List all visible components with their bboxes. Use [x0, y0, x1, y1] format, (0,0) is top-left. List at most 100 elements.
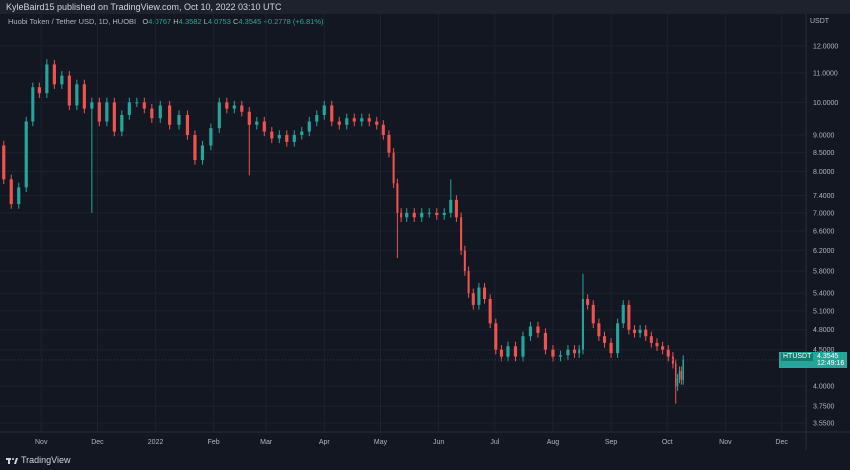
candle-body [400, 212, 403, 218]
candle-body [528, 326, 533, 337]
candle-body [666, 349, 670, 357]
time-tick-label: Apr [319, 439, 331, 446]
time-tick-label: Mar [260, 439, 273, 446]
candle-body [513, 346, 518, 357]
time-tick-label: Sep [605, 439, 618, 446]
candle-body [521, 336, 525, 357]
close-value: 4.3545 [238, 17, 262, 26]
footer-brand[interactable]: TradingView [6, 455, 71, 465]
price-tick-label: 10.0000 [813, 100, 838, 107]
price-tick-label: 4.5000 [813, 347, 835, 354]
candle-body [482, 287, 487, 300]
candle-body [420, 212, 424, 218]
candle-body [127, 102, 131, 115]
price-tick-label: 5.4000 [813, 291, 835, 298]
last-price-symbol: HTUSDT [781, 353, 814, 361]
price-tick-label: 6.6000 [813, 229, 835, 236]
candle-body [536, 326, 540, 333]
close-label: C [232, 17, 239, 26]
candle-body [367, 118, 371, 122]
candle-body [24, 121, 28, 188]
candle-body [412, 212, 416, 218]
price-tick-label: 7.4000 [813, 193, 835, 200]
candle-body [292, 134, 296, 142]
candle-body [627, 304, 631, 330]
candle-body [17, 187, 21, 205]
candle-body [674, 363, 677, 387]
time-tick-label: Nov [719, 439, 732, 446]
candle-body [678, 371, 681, 379]
candle-body [52, 64, 56, 85]
candle-body [177, 114, 181, 125]
footer-brand-label: TradingView [21, 455, 71, 465]
price-tick-label: 3.5500 [813, 421, 835, 428]
change-value: +0.2778 (+6.81%) [263, 17, 324, 26]
candle-body [255, 121, 259, 125]
candle-body [477, 287, 481, 305]
candle-body [381, 124, 385, 135]
symbol-legend: Huobi Token / Tether USD, 1D, HUOBI O4.0… [8, 17, 323, 26]
price-unit-label: USDT [810, 18, 830, 25]
candle-body [90, 102, 94, 109]
candle-body [225, 102, 229, 109]
candle-body [488, 299, 492, 324]
candle-body [193, 134, 197, 161]
header-bar [0, 0, 850, 14]
candle-body [682, 359, 684, 381]
candle-body [460, 217, 463, 251]
candle-body [37, 87, 41, 94]
price-tick-label: 8.5000 [813, 150, 835, 157]
high-value: 4.3582 [178, 17, 202, 26]
candle-body [300, 131, 304, 135]
candle-body [644, 329, 648, 337]
candle-body [638, 329, 642, 333]
low-label: L [203, 17, 208, 26]
candle-body [105, 102, 109, 122]
candle-body [494, 323, 498, 350]
candle-body [277, 134, 281, 139]
last-price-tag: HTUSDT 4.3545 12:49:16 [779, 352, 847, 368]
candle-body [632, 329, 637, 333]
candle-body [387, 134, 391, 153]
time-tick-label: Aug [547, 439, 560, 446]
candle-body [45, 64, 49, 94]
time-tick-label: 2022 [148, 439, 164, 446]
candle-body [506, 346, 510, 357]
candle-body [454, 199, 458, 218]
price-tick-label: 12.0000 [813, 43, 838, 50]
candle-body [680, 371, 683, 381]
candle-body [591, 304, 595, 324]
time-tick-label: Nov [35, 439, 48, 446]
price-tick-label: 3.7500 [813, 404, 835, 411]
candle-body [435, 212, 439, 216]
price-tick-label: 5.1000 [813, 308, 835, 315]
candle-body [232, 105, 236, 109]
candle-body [566, 349, 570, 356]
candle-body [621, 304, 625, 324]
candle-body [112, 102, 116, 132]
high-label: H [173, 17, 179, 26]
candle-body [240, 105, 244, 112]
candle-body [463, 250, 466, 272]
candle-body [9, 179, 13, 205]
candle-body [75, 84, 79, 106]
price-tick-label: 4.0000 [813, 384, 835, 391]
candle-body [360, 118, 364, 122]
candle-body [120, 114, 124, 132]
candle-body [337, 121, 341, 125]
candle-body [661, 346, 665, 350]
price-tick-label: 9.0000 [813, 132, 835, 139]
candle-body [31, 87, 35, 122]
candle-body [442, 212, 446, 216]
price-tick-label: 8.0000 [813, 169, 835, 176]
candle-body [67, 75, 71, 106]
candle-body [467, 271, 470, 294]
candle-body [649, 336, 653, 343]
candle-body [142, 102, 146, 109]
candle-body [322, 105, 326, 115]
tradingview-logo-icon [6, 457, 18, 464]
candle-body [392, 152, 395, 184]
symbol-name: Huobi Token / Tether USD, 1D, HUOBI [8, 17, 137, 26]
candle-body [602, 336, 607, 343]
